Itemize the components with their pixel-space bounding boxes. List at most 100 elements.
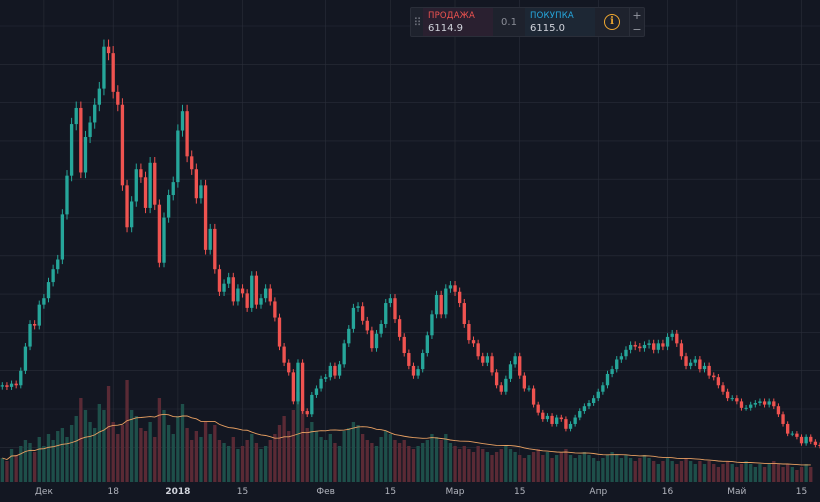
- candle-body: [388, 298, 393, 304]
- volume-bar: [476, 446, 480, 482]
- candle-body: [213, 228, 217, 270]
- candle-body: [300, 362, 305, 412]
- volume-bar: [199, 437, 203, 482]
- volume-bar: [393, 440, 397, 482]
- candle-body: [176, 130, 180, 183]
- candle-body: [259, 298, 263, 305]
- volume-bar: [550, 458, 554, 482]
- candle-body: [56, 259, 60, 270]
- volume-bar: [693, 464, 697, 482]
- candlesticks: [0, 39, 820, 449]
- candle-body: [116, 91, 120, 105]
- candle-body: [222, 283, 226, 292]
- volume-bar: [56, 431, 60, 482]
- volume-bar: [439, 440, 443, 482]
- volume-bar: [481, 449, 485, 482]
- volume-bar: [365, 440, 369, 482]
- candle-body: [254, 275, 259, 305]
- volume-bar: [453, 446, 457, 482]
- candle-body: [481, 356, 485, 363]
- candle-body: [88, 122, 92, 137]
- candle-body: [337, 364, 342, 376]
- candle-body: [263, 288, 268, 299]
- volume-bar: [65, 437, 69, 482]
- candle-body: [166, 195, 171, 218]
- volume-bar: [430, 434, 434, 482]
- candle-body: [550, 415, 554, 424]
- candle-body: [619, 356, 624, 360]
- volume-bars: [0, 380, 813, 482]
- candle-body: [568, 423, 573, 429]
- candle-body: [513, 356, 517, 365]
- volume-bar: [541, 455, 545, 482]
- candle-body: [762, 401, 767, 405]
- buy-price: 6115.0: [530, 23, 565, 34]
- candle-body: [374, 333, 379, 349]
- volume-bar: [730, 464, 734, 482]
- volume-bar: [282, 416, 286, 482]
- candle-body: [555, 417, 559, 424]
- candle-body: [282, 346, 286, 363]
- drag-handle-icon[interactable]: ⠿: [413, 15, 421, 29]
- volume-bar: [157, 398, 162, 482]
- volume-bar: [467, 449, 471, 482]
- candle-body: [753, 403, 757, 405]
- volume-bar: [287, 431, 291, 482]
- volume-bar: [642, 455, 647, 482]
- volume-bar: [240, 446, 245, 482]
- candle-body: [37, 304, 41, 326]
- candle-body: [642, 344, 647, 349]
- candle-body: [125, 185, 129, 228]
- volume-bar: [259, 449, 263, 482]
- x-tick-label: 18: [107, 487, 119, 497]
- candle-body: [190, 156, 194, 170]
- candle-body: [656, 343, 660, 350]
- volume-bar: [448, 443, 453, 482]
- x-tick-label: Апр: [589, 487, 607, 497]
- candle-body: [795, 433, 799, 437]
- x-tick-label: 16: [662, 487, 674, 497]
- x-tick-label: Мар: [446, 487, 465, 497]
- candle-body: [69, 124, 74, 176]
- candle-body: [310, 394, 314, 415]
- volume-bar: [531, 452, 536, 482]
- volume-bar: [32, 452, 37, 482]
- volume-bar: [790, 467, 794, 482]
- volume-bar: [707, 461, 711, 482]
- volume-bar: [185, 428, 189, 482]
- buy-button[interactable]: ПОКУПКА 6115.0: [525, 8, 595, 36]
- volume-bar: [762, 467, 767, 482]
- volume-bar: [601, 458, 605, 482]
- candle-body: [130, 201, 134, 228]
- candle-body: [485, 356, 490, 363]
- volume-bar: [545, 452, 550, 482]
- candle-body: [245, 293, 249, 308]
- candle-body: [416, 369, 420, 376]
- volume-bar: [388, 434, 393, 482]
- increase-button[interactable]: +: [632, 8, 642, 22]
- candle-body: [587, 403, 591, 407]
- volume-bar: [587, 455, 591, 482]
- volume-bar: [143, 431, 148, 482]
- volume-bar: [268, 440, 272, 482]
- candle-body: [162, 217, 166, 263]
- volume-bar: [88, 422, 92, 482]
- candle-body: [79, 107, 83, 173]
- sell-button[interactable]: ПРОДАЖА 6114.9: [423, 8, 493, 36]
- candle-body: [333, 365, 337, 376]
- volume-bar: [273, 434, 277, 482]
- info-button[interactable]: i: [595, 8, 629, 36]
- volume-bar: [758, 464, 762, 482]
- volume-bar: [319, 437, 323, 482]
- candle-body: [564, 419, 568, 429]
- decrease-button[interactable]: −: [632, 22, 642, 36]
- volume-bar: [153, 437, 157, 482]
- volume-bar: [360, 434, 365, 482]
- grid-lines: [0, 0, 820, 482]
- candle-body: [536, 404, 540, 413]
- volume-bar: [379, 437, 383, 482]
- volume-bar: [397, 443, 402, 482]
- volume-bar: [568, 455, 573, 482]
